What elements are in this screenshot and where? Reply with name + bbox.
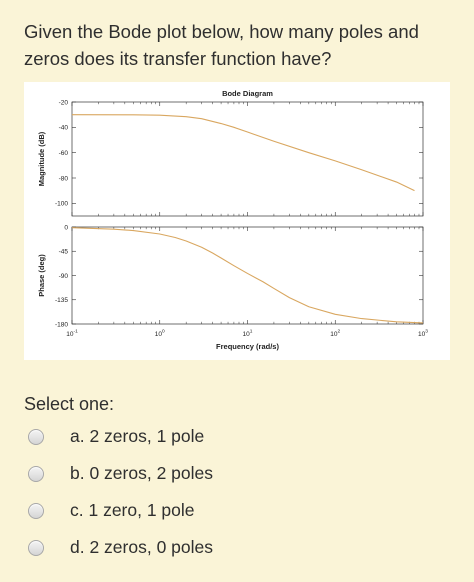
magnitude-ylabel: Magnitude (dB): [37, 131, 46, 186]
x-tick-label: 100: [155, 329, 165, 339]
phase-axes-frame: [71, 226, 424, 325]
magnitude-y-tick-label: -20: [59, 99, 69, 106]
magnitude-y-tick-label: -80: [59, 175, 69, 182]
phase-y-tick-label: -180: [55, 321, 68, 328]
bode-plot-svg: Bode Diagram -20 -40 -60 -80 -100 0 -45 -90 -135 -…: [37, 89, 428, 351]
phase-y-tick-label: -135: [55, 297, 68, 304]
option-a[interactable]: a. 2 zeros, 1 pole: [28, 418, 448, 455]
chart-title: Bode Diagram: [222, 89, 273, 98]
question-text: Given the Bode plot below, how many pole…: [24, 21, 419, 69]
phase-y-tick-label: -45: [59, 249, 69, 256]
option-d-label[interactable]: d. 2 zeros, 0 poles: [70, 537, 213, 557]
phase-y-tick-label: -90: [59, 273, 69, 280]
magnitude-curve: [71, 114, 415, 192]
option-b[interactable]: b. 0 zeros, 2 poles: [28, 455, 448, 492]
magnitude-y-tick-label: -40: [59, 125, 69, 132]
phase-y-tick-label: 0: [64, 224, 68, 231]
magnitude-y-tick-label: -100: [55, 201, 68, 208]
option-d[interactable]: d. 2 zeros, 0 poles: [28, 529, 448, 566]
phase-ylabel: Phase (deg): [37, 254, 46, 297]
option-c-label[interactable]: c. 1 zero, 1 pole: [70, 500, 195, 520]
magnitude-axes-frame: [71, 101, 424, 217]
option-c[interactable]: c. 1 zero, 1 pole: [28, 492, 448, 529]
option-b-label[interactable]: b. 0 zeros, 2 poles: [70, 463, 213, 483]
answer-options: a. 2 zeros, 1 pole b. 0 zeros, 2 poles c…: [28, 418, 448, 566]
phase-curve: [71, 227, 424, 324]
option-d-radio[interactable]: [28, 539, 44, 556]
bode-plot-figure: Bode Diagram -20 -40 -60 -80 -100 0 -45 -90 -135 -…: [24, 82, 450, 360]
option-b-radio[interactable]: [28, 465, 44, 482]
option-a-radio[interactable]: [28, 428, 44, 445]
x-tick-label: 101: [243, 329, 253, 339]
x-tick-label: 10-1: [66, 329, 78, 339]
x-tick-label: 102: [330, 329, 340, 339]
select-one-label: Select one:: [24, 394, 115, 414]
x-axis-label: Frequency (rad/s): [216, 342, 279, 351]
option-c-radio[interactable]: [28, 502, 44, 519]
option-a-label[interactable]: a. 2 zeros, 1 pole: [70, 426, 205, 446]
magnitude-y-tick-label: -60: [59, 150, 69, 157]
x-tick-label: 103: [418, 329, 428, 339]
